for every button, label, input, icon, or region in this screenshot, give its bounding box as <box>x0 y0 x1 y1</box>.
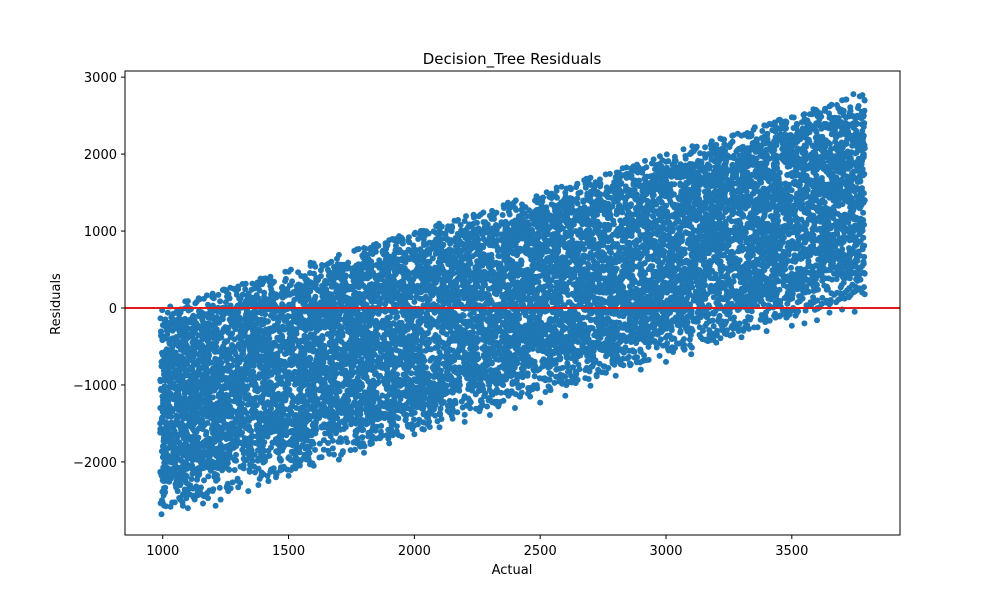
plot-area <box>124 70 901 536</box>
scatter-point <box>729 132 736 139</box>
scatter-point <box>680 146 687 153</box>
scatter-point <box>596 176 603 183</box>
scatter-point <box>519 201 525 208</box>
scatter-point <box>663 151 670 158</box>
scatter-point <box>216 484 223 491</box>
scatter-points <box>157 91 868 518</box>
scatter-point <box>237 463 244 470</box>
scatter-point <box>575 190 582 197</box>
scatter-point <box>189 470 196 477</box>
scatter-point <box>408 370 415 377</box>
scatter-point <box>480 209 487 216</box>
scatter-point <box>706 327 713 334</box>
scatter-point <box>645 343 652 350</box>
scatter-point <box>637 346 644 353</box>
scatter-point <box>217 298 224 305</box>
scatter-point <box>798 216 805 223</box>
scatter-point <box>775 174 782 181</box>
scatter-point <box>254 457 261 464</box>
scatter-point <box>852 257 859 263</box>
scatter-point <box>656 352 663 359</box>
scatter-point <box>437 405 444 412</box>
scatter-point <box>378 422 385 429</box>
